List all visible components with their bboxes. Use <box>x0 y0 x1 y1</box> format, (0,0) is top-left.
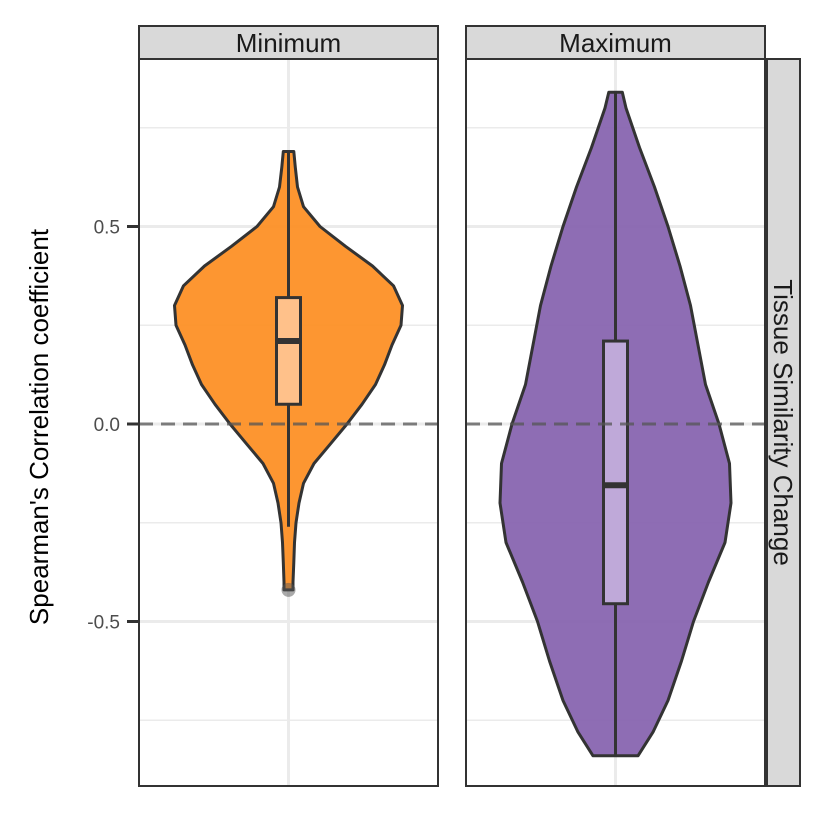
outlier-point <box>281 582 296 597</box>
facet-strip-right-box <box>766 58 801 787</box>
y-tick-label: 0.5 <box>94 218 120 239</box>
facet-strip-maximum <box>465 25 766 60</box>
panel-border <box>465 58 766 787</box>
y-tick-label: 0.0 <box>94 415 120 436</box>
box-iqr <box>602 339 629 606</box>
facet-title-maximum: Maximum <box>559 28 672 58</box>
y-axis-title: Spearman's Correlation coefficient <box>24 228 54 625</box>
panel-minimum <box>138 58 439 787</box>
y-tick-label: -0.5 <box>87 613 120 634</box>
box-iqr <box>275 296 302 406</box>
facet-row-label: Tissue Similarity Change <box>768 279 798 566</box>
facet-strip-minimum <box>138 25 439 60</box>
panel-maximum <box>465 58 766 787</box>
facet-title-minimum: Minimum <box>236 28 341 58</box>
